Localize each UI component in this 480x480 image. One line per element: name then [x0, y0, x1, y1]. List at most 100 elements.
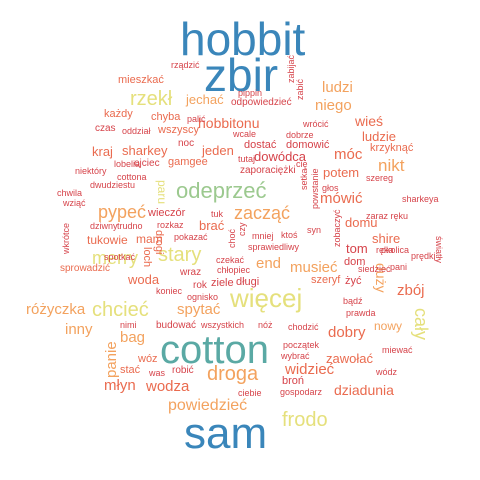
word: niego	[315, 97, 352, 114]
word: zbój	[397, 282, 425, 299]
word: bądź	[343, 296, 363, 306]
word: end	[256, 255, 282, 272]
word: młyn	[104, 377, 136, 394]
word: musieć	[290, 259, 338, 276]
word: czy	[237, 222, 247, 237]
word: spytać	[177, 301, 221, 318]
word: drogi	[153, 230, 165, 255]
word: powiedzieć	[168, 397, 248, 414]
word: prawda	[346, 308, 376, 318]
word: was	[149, 368, 166, 378]
word: ognisko	[187, 292, 219, 302]
word: brać	[199, 218, 225, 233]
word: bag	[120, 329, 146, 346]
word: noc	[178, 138, 195, 149]
word: więcej	[230, 283, 303, 313]
word: dobry	[328, 324, 366, 341]
word: inny	[65, 321, 93, 338]
word: chłopiec	[217, 265, 251, 275]
word: dom	[344, 256, 366, 268]
word: chyba	[151, 111, 181, 123]
word: cottona	[117, 172, 147, 182]
word: rzekł	[130, 88, 173, 110]
word: nowy	[374, 319, 403, 333]
word: dwudziestu	[90, 180, 136, 190]
word: tuk	[211, 209, 224, 219]
word: tukowie	[87, 233, 128, 247]
word: frodo	[282, 409, 328, 431]
word: czekać	[216, 255, 245, 265]
word: odeprzeć	[176, 178, 267, 203]
word: wrócić	[303, 119, 329, 129]
word: rządzić	[171, 60, 200, 70]
word: potem	[323, 165, 360, 180]
word: wkrótce	[61, 222, 71, 254]
word: miewać	[382, 345, 413, 355]
word: merry	[92, 248, 138, 268]
word: ludzie	[362, 129, 396, 144]
word: pippin	[238, 88, 263, 98]
word: wraz	[180, 267, 202, 278]
word: ludzi	[322, 79, 353, 96]
word: wszyscy	[158, 124, 199, 136]
word: panie	[103, 341, 120, 378]
word: cotton	[160, 328, 269, 372]
word: domu	[345, 215, 378, 230]
word: niektóry	[75, 166, 107, 176]
word: sam	[184, 409, 268, 458]
word: stary	[158, 244, 202, 266]
word: spotkać	[104, 252, 136, 262]
word: loch	[141, 247, 153, 268]
word: pypeć	[98, 202, 147, 222]
word: trudno	[117, 221, 143, 231]
word: zaporaciężki	[240, 165, 296, 176]
word: droga	[207, 363, 259, 385]
word: domowić	[286, 139, 330, 151]
word: setka	[299, 168, 309, 190]
word: pokazać	[174, 232, 208, 242]
word: każdy	[104, 108, 133, 120]
word: zaraz ręku	[366, 211, 409, 221]
word: gamgee	[168, 156, 208, 168]
word: koniec	[156, 286, 183, 296]
word: mieszkać	[118, 74, 164, 86]
word: długi	[236, 276, 260, 288]
word: prędki	[411, 251, 436, 261]
word: chwila	[57, 188, 83, 198]
word: okolica	[381, 245, 410, 255]
word: palić	[187, 114, 206, 124]
word: nóż	[258, 320, 273, 330]
word: sprowadzić	[60, 263, 111, 274]
word: wybrać	[281, 351, 310, 361]
word: początek	[283, 340, 320, 350]
word: stać	[120, 364, 141, 376]
word: ciebie	[238, 388, 262, 398]
word: kraj	[92, 144, 113, 159]
word: widzieć	[285, 361, 335, 378]
word: robić	[172, 365, 194, 376]
word: cię	[296, 159, 308, 169]
word: siedzieć	[358, 264, 391, 274]
word: mniej	[252, 231, 274, 241]
word: zawołać	[326, 351, 373, 366]
word: chodzić	[288, 322, 319, 332]
word: ktoś	[281, 230, 298, 240]
word: wóz	[138, 353, 158, 365]
word: mam	[136, 232, 163, 246]
word: wodza	[146, 378, 190, 395]
word: hobbit	[180, 13, 306, 65]
word: szeryf	[311, 274, 341, 286]
word: wieczór	[148, 207, 186, 219]
word: lobelia	[114, 159, 141, 169]
word: chcieć	[92, 299, 149, 321]
word: żyć	[345, 275, 362, 287]
word: szereg	[366, 173, 394, 183]
word: nimi	[120, 320, 137, 330]
word: woda	[128, 272, 160, 287]
word: jechać	[186, 92, 224, 107]
word: wieś	[355, 113, 384, 129]
word: sprawiedliwy	[248, 242, 300, 252]
word: dowódca	[254, 149, 307, 164]
word: wszystkich	[201, 320, 245, 330]
